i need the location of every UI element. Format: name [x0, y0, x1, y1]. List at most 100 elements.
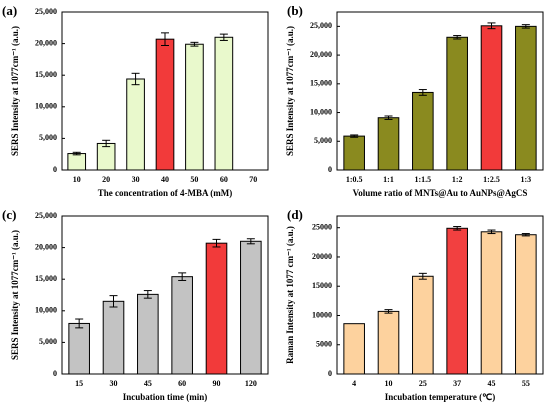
- y-axis-label: SERS Intensity at 1077cm⁻¹ (a.u.): [10, 26, 20, 156]
- y-axis-label: SERS Intensity at 1077cm⁻¹ (a.u.): [10, 230, 20, 360]
- y-tick-label: 0: [53, 165, 57, 174]
- error-bar: [190, 41, 199, 47]
- x-tick-label: 4: [352, 379, 356, 388]
- error-bar: [161, 32, 169, 46]
- plot-frame: [336, 215, 544, 375]
- bar: [96, 142, 116, 171]
- x-tick-label: 45: [488, 379, 496, 388]
- panel-label: (b): [287, 3, 303, 18]
- error-bar: [246, 238, 255, 245]
- x-axis-label: The concentration of 4-MBA (mM): [98, 188, 232, 198]
- error-bar: [219, 33, 228, 41]
- bar: [446, 227, 468, 375]
- bar: [515, 25, 537, 171]
- x-tick-label: 60: [178, 379, 186, 388]
- plot-frame: [61, 215, 269, 375]
- error-bar: [75, 318, 84, 329]
- error-bar: [72, 151, 81, 156]
- error-bar: [418, 272, 427, 280]
- error-bar: [521, 233, 530, 237]
- error-bar: [102, 139, 111, 148]
- error-bar: [521, 24, 530, 29]
- x-tick-label: 1:2: [452, 175, 463, 184]
- error-bar: [109, 295, 118, 308]
- bar: [126, 78, 145, 171]
- bar: [171, 276, 193, 375]
- x-tick-label: 40: [161, 175, 169, 184]
- x-tick-label: 1:0.5: [346, 175, 363, 184]
- x-tick-label: 1:1.5: [414, 175, 431, 184]
- y-tick-label: 10,000: [310, 107, 332, 116]
- error-bar: [178, 272, 187, 281]
- x-tick-label: 70: [249, 175, 257, 184]
- x-axis-label: Incubation temperature (℃): [385, 392, 495, 402]
- x-tick-label: 10: [73, 175, 81, 184]
- bar: [155, 38, 175, 171]
- y-tick-label: 10,000: [35, 102, 57, 111]
- y-tick-label: 10000: [312, 310, 332, 319]
- x-tick-label: 30: [132, 175, 140, 184]
- x-tick-label: 45: [144, 379, 152, 388]
- error-bar: [350, 134, 359, 138]
- x-tick-label: 60: [220, 175, 228, 184]
- y-tick-label: 25,000: [35, 7, 57, 16]
- bar: [102, 300, 125, 375]
- panel-label: (a): [2, 3, 17, 18]
- y-tick-label: 20,000: [35, 38, 57, 47]
- bar: [343, 323, 365, 375]
- x-tick-label: 1:1: [383, 175, 394, 184]
- plot-frame: [336, 11, 544, 171]
- bar: [515, 234, 537, 375]
- bar: [480, 25, 503, 171]
- bar: [343, 135, 365, 171]
- x-tick-label: 55: [522, 379, 530, 388]
- error-bar: [143, 290, 152, 299]
- x-tick-label: 30: [110, 379, 118, 388]
- bar: [68, 322, 90, 375]
- y-tick-label: 15,000: [310, 79, 332, 88]
- x-tick-label: 1:2.5: [483, 175, 500, 184]
- x-tick-label: 10: [385, 379, 393, 388]
- y-tick-label: 25,000: [35, 211, 57, 220]
- x-axis-label: Incubation time (min): [123, 392, 208, 402]
- y-tick-label: 20000: [312, 252, 332, 261]
- bar: [67, 153, 87, 171]
- x-tick-label: 1:3: [520, 175, 531, 184]
- error-bar: [453, 35, 462, 40]
- y-tick-label: 5,000: [39, 133, 57, 142]
- x-tick-label: 20: [102, 175, 110, 184]
- y-tick-label: 25000: [312, 223, 332, 232]
- error-bar: [384, 309, 393, 314]
- y-tick-label: 0: [328, 369, 332, 378]
- bar: [377, 310, 400, 375]
- y-tick-label: 5,000: [39, 337, 57, 346]
- y-tick-label: 5,000: [314, 136, 332, 145]
- bar: [377, 117, 400, 171]
- x-tick-label: 50: [190, 175, 198, 184]
- error-bar: [384, 115, 393, 120]
- x-tick-label: 90: [213, 379, 221, 388]
- bar: [412, 275, 434, 375]
- x-tick-label: 37: [453, 379, 461, 388]
- bar: [240, 240, 262, 375]
- bar: [185, 43, 204, 171]
- y-tick-label: 15,000: [35, 70, 57, 79]
- y-tick-label: 0: [53, 369, 57, 378]
- bar: [480, 231, 503, 375]
- bar: [446, 36, 468, 171]
- y-tick-label: 15000: [312, 281, 332, 290]
- y-tick-label: 0: [328, 165, 332, 174]
- x-tick-label: 120: [245, 379, 257, 388]
- error-bar: [487, 229, 496, 235]
- y-tick-label: 20,000: [310, 50, 332, 59]
- y-tick-label: 10,000: [35, 306, 57, 315]
- y-tick-label: 5000: [316, 340, 332, 349]
- error-bar: [453, 226, 462, 231]
- bar: [205, 242, 228, 375]
- bar: [137, 293, 159, 375]
- plot-frame: [61, 11, 269, 171]
- error-bar: [418, 89, 427, 96]
- error-bar: [212, 238, 221, 248]
- x-axis-label: Volume ratio of MNTs@Au to AuNPs@AgCS: [353, 188, 528, 198]
